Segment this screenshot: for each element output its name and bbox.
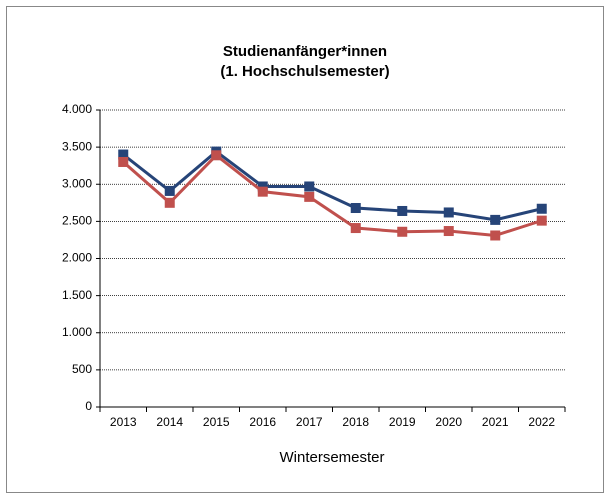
series-marker: [536, 215, 547, 226]
series-marker: [443, 207, 454, 218]
x-tick-label: 2022: [528, 415, 555, 429]
x-tick-label: 2021: [482, 415, 509, 429]
y-tick-label: 2.000: [62, 251, 92, 265]
x-tick-label: 2014: [156, 415, 183, 429]
series-marker: [397, 226, 408, 237]
x-tick-label: 2015: [203, 415, 230, 429]
series-marker: [304, 191, 315, 202]
series-line: [122, 149, 543, 222]
y-tick-label: 1.500: [62, 288, 92, 302]
x-tick-label: 2017: [296, 415, 323, 429]
series-marker: [490, 214, 501, 225]
x-tick-label: 2016: [249, 415, 276, 429]
series-marker: [118, 149, 129, 160]
series-line: [122, 153, 543, 238]
chart-subtitle: (1. Hochschulsemester): [220, 63, 389, 80]
chart-border: [6, 6, 604, 493]
y-tick-label: 3.500: [62, 139, 92, 153]
series-marker: [350, 203, 361, 214]
x-tick-label: 2013: [110, 415, 137, 429]
x-tick-label: 2019: [389, 415, 416, 429]
y-tick-label: 4.000: [62, 102, 92, 116]
series-marker: [118, 156, 129, 167]
series-marker: [536, 203, 547, 214]
series-marker: [211, 150, 222, 161]
series-marker: [304, 181, 315, 192]
series-marker: [257, 181, 268, 192]
chart-title: Studienanfänger*innen: [223, 43, 387, 60]
series-marker: [164, 185, 175, 196]
y-tick-label: 2.500: [62, 214, 92, 228]
series-marker: [397, 205, 408, 216]
series-marker: [490, 230, 501, 241]
y-tick-label: 0: [85, 399, 92, 413]
x-tick-label: 2018: [342, 415, 369, 429]
y-tick-label: 3.000: [62, 176, 92, 190]
x-tick-label: 2020: [435, 415, 462, 429]
y-tick-label: 1.000: [62, 325, 92, 339]
series-marker: [350, 223, 361, 234]
x-axis-label: Wintersemester: [279, 449, 384, 466]
series-marker: [443, 226, 454, 237]
y-tick-label: 500: [72, 362, 92, 376]
series-marker: [164, 197, 175, 208]
series-marker: [257, 186, 268, 197]
